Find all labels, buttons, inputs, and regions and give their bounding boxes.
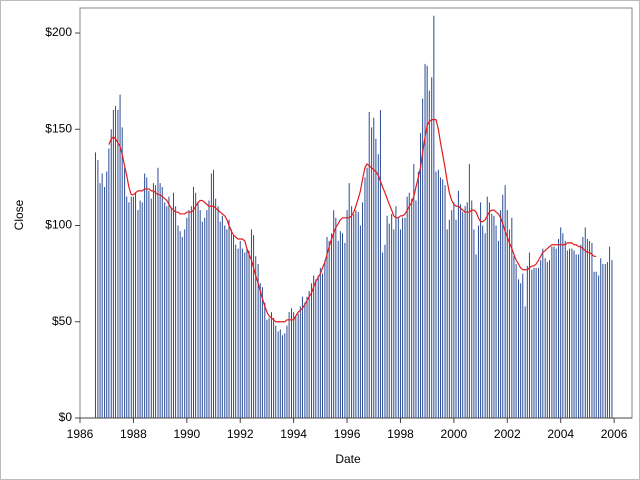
- y-axis-label: Close: [12, 199, 26, 230]
- y-tick-label: $150: [45, 121, 72, 135]
- x-tick-label: 1992: [227, 427, 254, 441]
- x-axis-label: Date: [335, 452, 361, 466]
- x-tick-label: 2006: [601, 427, 628, 441]
- x-tick-label: 1996: [334, 427, 361, 441]
- x-tick-label: 2000: [441, 427, 468, 441]
- x-tick-label: 1990: [173, 427, 200, 441]
- x-tick-label: 1998: [387, 427, 414, 441]
- x-tick-label: 1994: [280, 427, 307, 441]
- y-tick-label: $50: [52, 314, 72, 328]
- y-tick-label: $0: [59, 410, 73, 424]
- y-tick-label: $100: [45, 218, 72, 232]
- x-tick-label: 1986: [67, 427, 94, 441]
- x-tick-label: 2002: [494, 427, 521, 441]
- x-tick-label: 2004: [547, 427, 574, 441]
- x-tick-label: 1988: [120, 427, 147, 441]
- y-tick-label: $200: [45, 25, 72, 39]
- moving-average-line: [108, 119, 597, 323]
